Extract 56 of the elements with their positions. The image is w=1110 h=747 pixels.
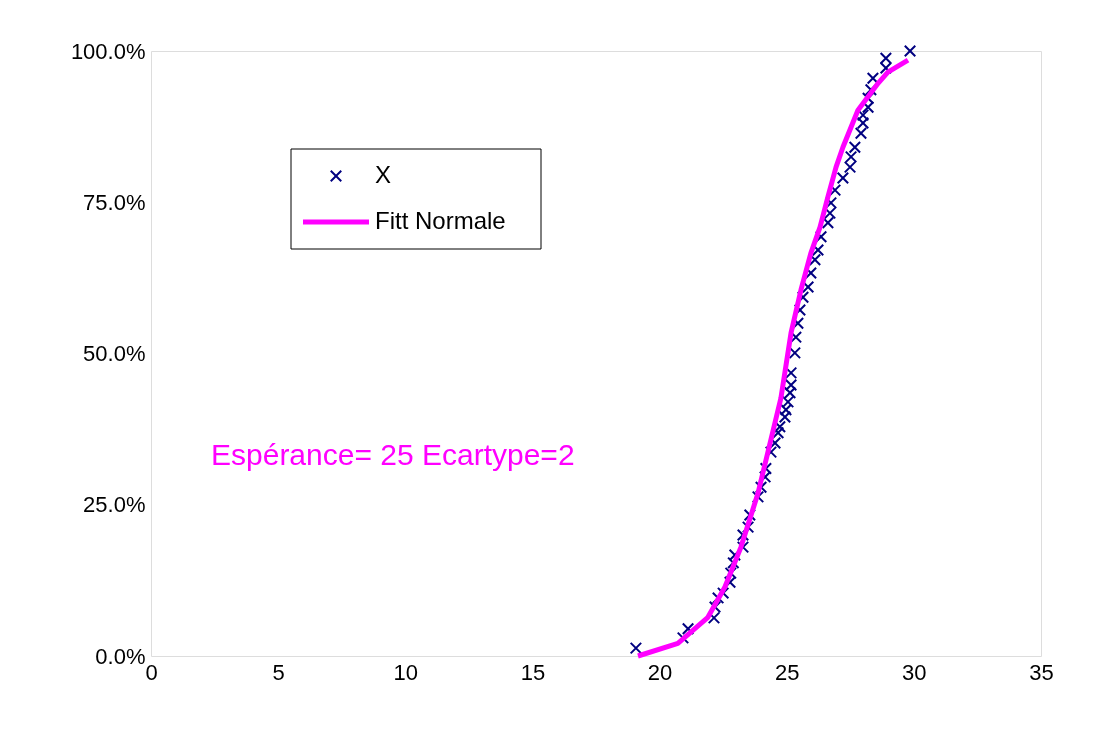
point bbox=[861, 101, 875, 114]
x-tick-label: 10 bbox=[393, 659, 419, 685]
point bbox=[681, 622, 695, 636]
point bbox=[821, 216, 835, 230]
point bbox=[781, 395, 795, 409]
point bbox=[743, 508, 757, 522]
point bbox=[779, 403, 793, 417]
point bbox=[843, 160, 857, 174]
y-tick-label: 75.0% bbox=[83, 189, 146, 215]
point bbox=[801, 280, 815, 294]
point bbox=[866, 71, 880, 85]
point bbox=[836, 171, 850, 185]
point bbox=[773, 420, 787, 433]
point bbox=[741, 520, 755, 534]
legend-label: Fitt Normale bbox=[375, 207, 506, 234]
x-tick-label: 35 bbox=[1029, 659, 1054, 685]
y-tick-label: 25.0% bbox=[83, 492, 146, 518]
point bbox=[784, 378, 798, 392]
point bbox=[903, 44, 917, 58]
point bbox=[707, 611, 721, 625]
point bbox=[823, 206, 837, 220]
x-tick-label: 30 bbox=[902, 659, 927, 685]
y-tick-label: 100.0% bbox=[70, 38, 146, 64]
point bbox=[723, 575, 737, 589]
point bbox=[856, 108, 870, 122]
point bbox=[736, 528, 750, 542]
legend-label: X bbox=[375, 161, 392, 188]
x-tick-label: 5 bbox=[272, 659, 285, 685]
point bbox=[879, 52, 893, 65]
point bbox=[751, 490, 765, 504]
point bbox=[778, 410, 792, 424]
x-tick-label: 15 bbox=[520, 659, 546, 685]
point bbox=[808, 253, 822, 266]
x-tick-label: 0 bbox=[145, 659, 158, 685]
point bbox=[848, 140, 862, 154]
point bbox=[828, 183, 842, 197]
y-tick-label: 0.0% bbox=[95, 643, 146, 669]
point bbox=[844, 150, 858, 164]
point bbox=[629, 641, 643, 655]
annotation: Espérance= 25 Ecartype=2 bbox=[211, 438, 575, 472]
point bbox=[793, 303, 807, 317]
point bbox=[754, 480, 768, 494]
point bbox=[864, 83, 878, 96]
point bbox=[771, 426, 785, 439]
point bbox=[854, 127, 868, 140]
x-tick-label: 25 bbox=[774, 659, 800, 685]
point bbox=[728, 548, 742, 562]
point bbox=[784, 366, 798, 380]
y-tick-label: 50.0% bbox=[83, 341, 146, 366]
point bbox=[804, 266, 818, 280]
point bbox=[796, 290, 810, 304]
point bbox=[783, 386, 797, 400]
point bbox=[788, 346, 802, 360]
point bbox=[856, 116, 870, 130]
x-tick-label: 20 bbox=[647, 659, 673, 685]
point bbox=[811, 243, 825, 257]
